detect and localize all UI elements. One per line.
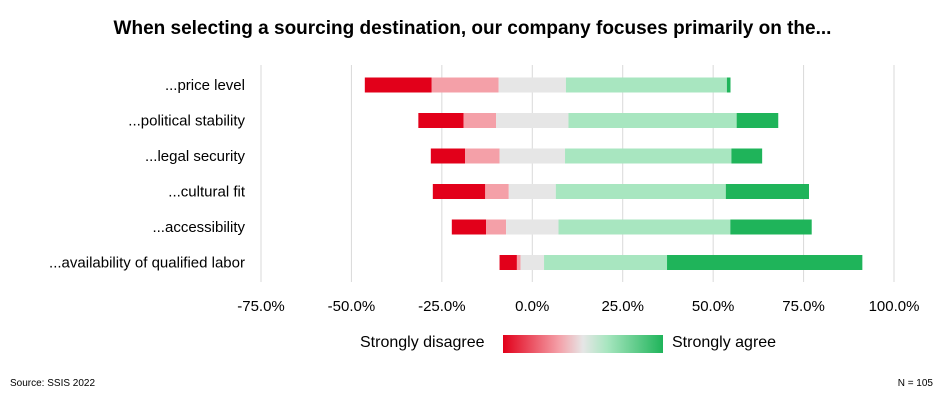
bar-segment bbox=[465, 148, 500, 164]
bar-segment bbox=[485, 184, 509, 199]
x-tick-label: -25.0% bbox=[418, 298, 466, 315]
x-tick-label: 25.0% bbox=[601, 298, 644, 315]
bar-segment bbox=[431, 77, 499, 93]
bar-segment bbox=[498, 77, 566, 93]
legend-label-strongly-agree: Strongly agree bbox=[672, 334, 777, 351]
bar-segment bbox=[555, 184, 726, 199]
bar-segment bbox=[496, 113, 569, 128]
bar-segment bbox=[731, 148, 763, 164]
category-label: ...legal security bbox=[145, 148, 246, 165]
x-tick-label: -75.0% bbox=[237, 298, 285, 315]
category-label: ...political stability bbox=[128, 113, 245, 130]
bar-segment bbox=[558, 219, 731, 235]
bar-segment bbox=[499, 255, 517, 270]
bar-segment bbox=[725, 184, 809, 199]
legend-gradient-bar bbox=[503, 335, 663, 353]
bar-segment bbox=[432, 184, 486, 199]
x-tick-label: 50.0% bbox=[692, 298, 735, 315]
bar-segment bbox=[726, 77, 731, 93]
bar-segment bbox=[730, 219, 812, 235]
bar-segment bbox=[516, 255, 521, 270]
bar-segment bbox=[364, 77, 432, 93]
bar-segment bbox=[565, 148, 732, 164]
x-tick-label: 100.0% bbox=[869, 298, 920, 315]
sample-size-note: N = 105 bbox=[897, 378, 933, 389]
bar-segment bbox=[506, 219, 559, 235]
category-label: ...availability of qualified labor bbox=[49, 255, 245, 272]
bar-segment bbox=[736, 113, 779, 128]
x-tick-label: -50.0% bbox=[328, 298, 376, 315]
bar-segment bbox=[451, 219, 487, 235]
legend-label-strongly-disagree: Strongly disagree bbox=[360, 334, 485, 351]
category-label: ...price level bbox=[165, 77, 245, 94]
category-label: ...cultural fit bbox=[168, 184, 246, 201]
bar-segment bbox=[568, 113, 737, 128]
source-note: Source: SSIS 2022 bbox=[10, 378, 96, 389]
bar-segment bbox=[463, 113, 497, 128]
bar-segment bbox=[565, 77, 727, 93]
bar-segment bbox=[430, 148, 466, 164]
bar-segment bbox=[520, 255, 545, 270]
bar-segment bbox=[486, 219, 507, 235]
x-tick-label: 75.0% bbox=[782, 298, 825, 315]
bar-segment bbox=[667, 255, 863, 270]
category-label: ...accessibility bbox=[152, 219, 245, 236]
bar-segment bbox=[544, 255, 668, 270]
bar-segment bbox=[499, 148, 566, 164]
x-tick-label: 0.0% bbox=[515, 298, 549, 315]
bar-segment bbox=[418, 113, 464, 128]
chart-title: When selecting a sourcing destination, o… bbox=[113, 18, 832, 39]
bar-segment bbox=[508, 184, 556, 199]
